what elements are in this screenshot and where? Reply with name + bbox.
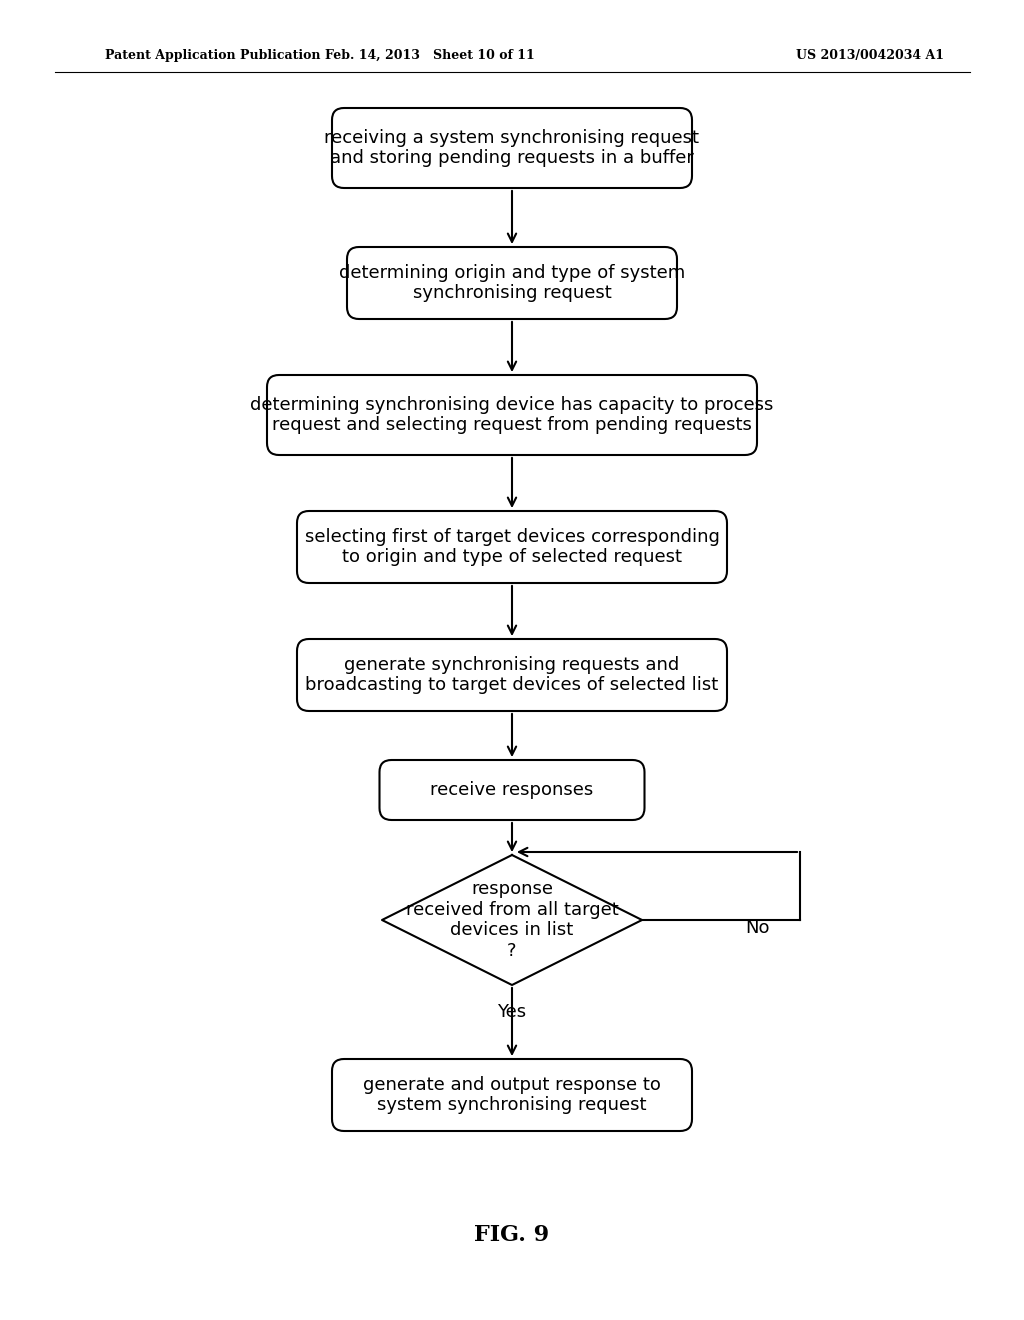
Text: No: No [745, 919, 769, 937]
FancyBboxPatch shape [297, 511, 727, 583]
Polygon shape [382, 855, 642, 985]
Text: receive responses: receive responses [430, 781, 594, 799]
Text: Yes: Yes [498, 1003, 526, 1020]
Text: US 2013/0042034 A1: US 2013/0042034 A1 [796, 49, 944, 62]
Text: receiving a system synchronising request
and storing pending requests in a buffe: receiving a system synchronising request… [325, 128, 699, 168]
FancyBboxPatch shape [332, 108, 692, 187]
Text: FIG. 9: FIG. 9 [474, 1224, 550, 1246]
FancyBboxPatch shape [332, 1059, 692, 1131]
Text: generate synchronising requests and
broadcasting to target devices of selected l: generate synchronising requests and broa… [305, 656, 719, 694]
FancyBboxPatch shape [380, 760, 644, 820]
Text: Patent Application Publication: Patent Application Publication [105, 49, 321, 62]
FancyBboxPatch shape [267, 375, 757, 455]
FancyBboxPatch shape [347, 247, 677, 319]
Text: determining origin and type of system
synchronising request: determining origin and type of system sy… [339, 264, 685, 302]
Text: Feb. 14, 2013   Sheet 10 of 11: Feb. 14, 2013 Sheet 10 of 11 [326, 49, 535, 62]
Text: selecting first of target devices corresponding
to origin and type of selected r: selecting first of target devices corres… [304, 528, 720, 566]
Text: response
received from all target
devices in list
?: response received from all target device… [406, 880, 618, 960]
FancyBboxPatch shape [297, 639, 727, 711]
Text: determining synchronising device has capacity to process
request and selecting r: determining synchronising device has cap… [250, 396, 774, 434]
Text: generate and output response to
system synchronising request: generate and output response to system s… [364, 1076, 660, 1114]
